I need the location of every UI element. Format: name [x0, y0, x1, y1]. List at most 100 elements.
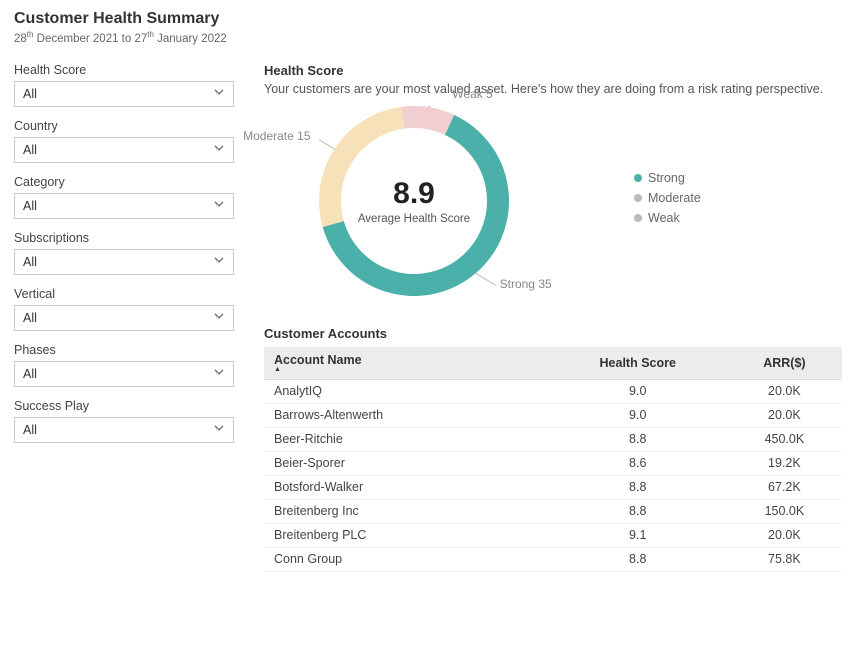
health-score-subtitle: Your customers are your most valued asse…	[264, 82, 842, 96]
callout-line	[476, 273, 496, 285]
table-row[interactable]: Botsford-Walker8.867.2K	[264, 475, 842, 499]
accounts-title: Customer Accounts	[264, 326, 842, 341]
filter-select[interactable]: All	[14, 417, 234, 443]
chevron-down-icon	[213, 198, 225, 213]
cell-health-score: 8.8	[549, 499, 727, 523]
cell-arr: 19.2K	[727, 451, 842, 475]
accounts-table: Account Name▲Health ScoreARR($) AnalytIQ…	[264, 347, 842, 577]
filter-select[interactable]: All	[14, 81, 234, 107]
accounts-section: Customer Accounts Account Name▲Health Sc…	[264, 326, 842, 577]
filter-value: All	[23, 199, 37, 213]
table-row[interactable]: Conn Group8.875.8K	[264, 547, 842, 571]
col-arr-[interactable]: ARR($)	[727, 347, 842, 380]
filter-value: All	[23, 311, 37, 325]
accounts-table-scroll[interactable]: Account Name▲Health ScoreARR($) AnalytIQ…	[264, 347, 842, 577]
filter-value: All	[23, 423, 37, 437]
chevron-down-icon	[213, 254, 225, 269]
cell-arr: 20.0K	[727, 379, 842, 403]
cell-health-score: 9.0	[549, 379, 727, 403]
col-health-score[interactable]: Health Score	[549, 347, 727, 380]
filter-select[interactable]: All	[14, 305, 234, 331]
filter-select[interactable]: All	[14, 137, 234, 163]
cell-account-name: Breitenberg Inc	[264, 499, 549, 523]
filter-value: All	[23, 143, 37, 157]
cell-health-score: 8.8	[549, 547, 727, 571]
date-range: 28th December 2021 to 27th January 2022	[14, 30, 842, 45]
chevron-down-icon	[213, 310, 225, 325]
filter-value: All	[23, 255, 37, 269]
cell-arr: 75.8K	[727, 547, 842, 571]
filter-select[interactable]: All	[14, 249, 234, 275]
cell-account-name: Beer-Ritchie	[264, 427, 549, 451]
cell-health-score: 8.8	[549, 475, 727, 499]
filter-subscriptions: Subscriptions All	[14, 231, 234, 275]
filter-value: All	[23, 87, 37, 101]
cell-arr: 150.0K	[727, 499, 842, 523]
cell-health-score: 9.1	[549, 523, 727, 547]
filter-success-play: Success Play All	[14, 399, 234, 443]
filter-value: All	[23, 367, 37, 381]
chevron-down-icon	[213, 422, 225, 437]
filter-select[interactable]: All	[14, 361, 234, 387]
avg-health-score-value: 8.9	[358, 177, 470, 211]
chevron-down-icon	[213, 142, 225, 157]
cell-account-name: Botsford-Walker	[264, 475, 549, 499]
cell-account-name: Corwin-Goodwin	[264, 571, 549, 577]
callout-line	[319, 137, 334, 149]
callout-strong: Strong 35	[500, 277, 552, 291]
table-row[interactable]: Corwin-Goodwin9.120.0K	[264, 571, 842, 577]
table-body: AnalytIQ9.020.0KBarrows-Altenwerth9.020.…	[264, 379, 842, 577]
donut-chart: 8.9 Average Health Score Strong 35Modera…	[264, 106, 564, 296]
filter-label: Phases	[14, 343, 234, 357]
cell-arr: 67.2K	[727, 475, 842, 499]
filter-label: Health Score	[14, 63, 234, 77]
legend-dot-icon	[634, 214, 642, 222]
col-account-name[interactable]: Account Name▲	[264, 347, 549, 380]
filter-label: Vertical	[14, 287, 234, 301]
filter-country: Country All	[14, 119, 234, 163]
cell-health-score: 9.1	[549, 571, 727, 577]
cell-arr: 450.0K	[727, 427, 842, 451]
chevron-down-icon	[213, 86, 225, 101]
table-row[interactable]: Breitenberg Inc8.8150.0K	[264, 499, 842, 523]
filter-select[interactable]: All	[14, 193, 234, 219]
donut-center: 8.9 Average Health Score	[358, 177, 470, 225]
cell-health-score: 8.8	[549, 427, 727, 451]
filter-label: Success Play	[14, 399, 234, 413]
filter-health-score: Health Score All	[14, 63, 234, 107]
table-header-row: Account Name▲Health ScoreARR($)	[264, 347, 842, 380]
cell-arr: 20.0K	[727, 571, 842, 577]
filter-label: Country	[14, 119, 234, 133]
health-score-title: Health Score	[264, 63, 842, 78]
table-row[interactable]: Beer-Ritchie8.8450.0K	[264, 427, 842, 451]
legend-label: Strong	[648, 171, 685, 185]
cell-account-name: AnalytIQ	[264, 379, 549, 403]
legend-item-moderate: Moderate	[634, 191, 701, 205]
filter-label: Subscriptions	[14, 231, 234, 245]
avg-health-score-label: Average Health Score	[358, 213, 470, 225]
cell-account-name: Barrows-Altenwerth	[264, 403, 549, 427]
table-row[interactable]: Breitenberg PLC9.120.0K	[264, 523, 842, 547]
legend-label: Moderate	[648, 191, 701, 205]
table-row[interactable]: AnalytIQ9.020.0K	[264, 379, 842, 403]
table-row[interactable]: Beier-Sporer8.619.2K	[264, 451, 842, 475]
filter-vertical: Vertical All	[14, 287, 234, 331]
legend-item-strong: Strong	[634, 171, 701, 185]
donut-slice-weak	[403, 117, 450, 125]
table-row[interactable]: Barrows-Altenwerth9.020.0K	[264, 403, 842, 427]
filter-category: Category All	[14, 175, 234, 219]
filter-phases: Phases All	[14, 343, 234, 387]
legend-dot-icon	[634, 174, 642, 182]
health-score-chart-row: 8.9 Average Health Score Strong 35 Modera…	[264, 106, 842, 296]
page-title: Customer Health Summary	[14, 10, 842, 28]
chart-legend: Strong Moderate Weak	[634, 171, 701, 231]
legend-item-weak: Weak	[634, 211, 701, 225]
cell-account-name: Conn Group	[264, 547, 549, 571]
callout-line	[428, 106, 448, 107]
legend-dot-icon	[634, 194, 642, 202]
filter-label: Category	[14, 175, 234, 189]
page-header: Customer Health Summary 28th December 20…	[14, 10, 842, 45]
chevron-down-icon	[213, 366, 225, 381]
legend-label: Weak	[648, 211, 680, 225]
main-content: Health Score Your customers are your mos…	[264, 63, 842, 577]
